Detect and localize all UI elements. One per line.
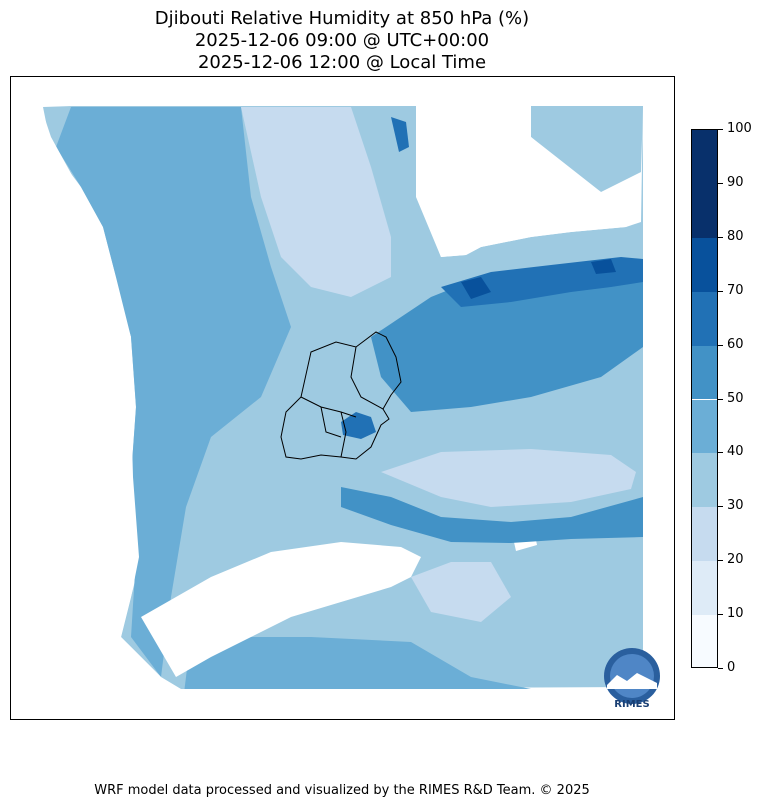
colorbar-tick bbox=[718, 129, 723, 130]
colorbar-tick-label: 0 bbox=[727, 660, 736, 675]
colorbar-tick-label: 80 bbox=[727, 228, 744, 244]
colorbar-tick-label: 10 bbox=[727, 606, 744, 622]
colorbar-tick-label: 50 bbox=[727, 390, 744, 406]
map-panel: RIMES bbox=[10, 76, 675, 720]
moist-core-center bbox=[341, 412, 376, 439]
map-title-line-2: 2025-12-06 09:00 @ UTC+00:00 bbox=[194, 30, 490, 51]
moist-band-south bbox=[341, 487, 643, 543]
moist-core-north bbox=[441, 257, 643, 307]
colorbar-segment bbox=[692, 453, 717, 508]
colorbar-segment bbox=[692, 399, 717, 454]
colorbar-tick bbox=[718, 398, 723, 400]
colorbar-segment bbox=[692, 291, 717, 346]
colorbar-tick bbox=[718, 560, 723, 562]
colorbar-tick-label: 20 bbox=[727, 552, 744, 568]
colorbar-tick-label: 70 bbox=[727, 282, 744, 298]
no-data-bottom bbox=[161, 689, 643, 719]
colorbar-tick bbox=[718, 614, 723, 616]
colorbar bbox=[691, 129, 718, 668]
no-data-north-strip bbox=[71, 77, 674, 106]
colorbar-tick-label: 100 bbox=[727, 121, 752, 136]
map-title-line-1: Djibouti Relative Humidity at 850 hPa (%… bbox=[154, 8, 530, 29]
colorbar-segment bbox=[692, 507, 717, 562]
rimes-logo-text: RIMES bbox=[614, 699, 649, 710]
humidity-field-west bbox=[56, 107, 291, 677]
no-data-south-cut bbox=[141, 542, 421, 677]
colorbar-tick bbox=[718, 182, 723, 184]
colorbar-tick-label: 30 bbox=[727, 498, 744, 514]
footer-credit: WRF model data processed and visualized … bbox=[94, 783, 590, 798]
colorbar-tick bbox=[718, 236, 723, 238]
no-data-west bbox=[11, 77, 171, 719]
colorbar-tick bbox=[718, 290, 723, 292]
no-data-northeast-notch bbox=[416, 106, 641, 257]
colorbar-segment bbox=[692, 615, 717, 667]
colorbar-tick bbox=[718, 344, 723, 346]
no-data-east bbox=[643, 77, 674, 719]
moist-core-dark bbox=[461, 277, 491, 299]
moist-core-ne bbox=[391, 117, 409, 152]
djibouti-region-lines bbox=[300, 346, 384, 458]
dry-band-north bbox=[241, 107, 391, 297]
humidity-map: RIMES bbox=[11, 77, 674, 719]
colorbar-tick bbox=[718, 506, 723, 508]
colorbar-segment bbox=[692, 561, 717, 616]
colorbar-tick bbox=[718, 668, 723, 669]
colorbar-segment bbox=[692, 237, 717, 292]
colorbar-tick-label: 90 bbox=[727, 174, 744, 190]
colorbar-tick bbox=[718, 452, 723, 454]
colorbar-tick-label: 60 bbox=[727, 336, 744, 352]
djibouti-border bbox=[280, 331, 402, 460]
colorbar-segment bbox=[692, 183, 717, 238]
colorbar-tick-label: 40 bbox=[727, 444, 744, 460]
moist-band-east bbox=[371, 262, 643, 412]
colorbar-segment bbox=[692, 345, 717, 400]
map-title-line-3: 2025-12-06 12:00 @ Local Time bbox=[197, 52, 487, 73]
dry-pocket-se bbox=[411, 562, 511, 622]
moist-core-dark-2 bbox=[591, 259, 616, 274]
rimes-logo: RIMES bbox=[604, 648, 660, 710]
dry-band-south bbox=[381, 449, 636, 507]
colorbar-segment bbox=[692, 130, 717, 184]
